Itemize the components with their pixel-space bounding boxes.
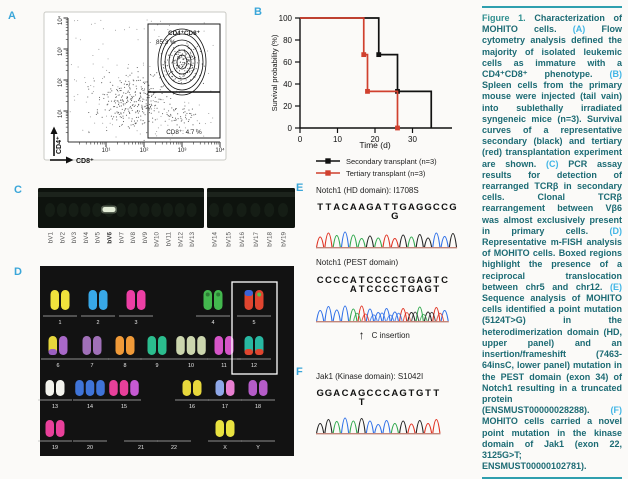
notch1-pest-chromatogram (316, 305, 449, 323)
svg-text:bV13: bV13 (189, 232, 196, 247)
svg-text:bV19: bV19 (281, 232, 288, 247)
panel-b-label: B (254, 6, 262, 18)
svg-text:bV5: bV5 (95, 232, 102, 244)
svg-text:bV9: bV9 (142, 232, 149, 244)
svg-text:10: 10 (188, 363, 194, 369)
svg-text:85.3 %: 85.3 % (156, 39, 176, 46)
svg-text:bV8: bV8 (130, 232, 137, 244)
caption-top-rule (482, 6, 622, 8)
svg-text:20: 20 (371, 135, 380, 144)
panel-e-label: E (296, 182, 304, 194)
figure-caption: Figure 1. Characterization of MOHITO cel… (482, 6, 622, 479)
survival-curve-plot: 0 20 40 60 80 100 0 10 20 30 Secondary transplant … (279, 14, 452, 178)
svg-text:2: 2 (97, 320, 100, 326)
insertion-arrow-icon: ↑ (358, 328, 365, 342)
svg-text:14: 14 (87, 404, 93, 410)
caption-text: Figure 1. Characterization of MOHITO cel… (482, 13, 623, 472)
panel-a-label: A (8, 10, 16, 22)
survival-x-axis-label: Time (d) (359, 140, 391, 150)
svg-text:bV11: bV11 (166, 232, 173, 247)
svg-text:21: 21 (138, 445, 144, 451)
svg-text:CD4⁺CD8⁺: CD4⁺CD8⁺ (168, 30, 200, 37)
svg-text:bV3: bV3 (71, 232, 78, 244)
svg-text:17: 17 (222, 404, 228, 410)
svg-text:3: 3 (135, 320, 138, 326)
svg-text:10¹: 10¹ (58, 109, 64, 118)
svg-text:10³: 10³ (178, 148, 187, 154)
svg-text:bV18: bV18 (267, 232, 274, 247)
svg-text:12: 12 (251, 363, 257, 369)
svg-text:19: 19 (52, 445, 58, 451)
jak1-title: Jak1 (Kinase domain): S1042I (316, 372, 424, 381)
svg-text:18: 18 (255, 404, 261, 410)
svg-text:5: 5 (253, 320, 256, 326)
svg-text:0: 0 (298, 135, 303, 144)
svg-text:Secondary transplant (n=3): Secondary transplant (n=3) (346, 157, 437, 166)
svg-text:bV2: bV2 (59, 232, 66, 244)
panel-f-label: F (296, 366, 303, 378)
notch1-hd-mutant-base: G (391, 211, 399, 222)
notch1-pest-title: Notch1 (PEST domain) (316, 258, 399, 267)
svg-text:bV15: bV15 (225, 232, 232, 247)
svg-text:Tertiary transplant (n=3): Tertiary transplant (n=3) (346, 169, 426, 178)
svg-text:1: 1 (59, 320, 62, 326)
svg-text:CD8⁺: CD8⁺ (76, 158, 94, 165)
svg-text:7: 7 (91, 363, 94, 369)
svg-text:13: 13 (52, 404, 58, 410)
notch1-hd-chromatogram (316, 231, 458, 249)
svg-text:20: 20 (283, 102, 292, 111)
c-insertion-annotation: C insertion (371, 331, 410, 340)
svg-text:bV16: bV16 (239, 232, 246, 247)
svg-text:10⁴: 10⁴ (215, 147, 225, 154)
svg-text:CD8⁺: 4.7 %: CD8⁺: 4.7 % (166, 129, 202, 136)
svg-text:CD4⁺: CD4⁺ (56, 136, 63, 154)
jak1-mutant-base: T (358, 397, 365, 408)
svg-text:60: 60 (283, 58, 292, 67)
svg-text:4: 4 (212, 320, 215, 326)
svg-text:9: 9 (156, 363, 159, 369)
svg-text:16: 16 (189, 404, 195, 410)
svg-text:bV12: bV12 (177, 232, 184, 247)
notch1-hd-title: Notch1 (HD domain): I1708S (316, 186, 419, 195)
svg-text:bV4: bV4 (83, 232, 90, 244)
notch1-hd-sequence: T T ACAAGA T T GAGGCCG (317, 202, 457, 213)
svg-text:20: 20 (87, 445, 93, 451)
svg-text:0: 0 (288, 124, 293, 133)
svg-text:15: 15 (121, 404, 127, 410)
svg-text:100: 100 (279, 14, 293, 23)
svg-text:bV17: bV17 (253, 232, 260, 247)
svg-text:bV6: bV6 (107, 232, 114, 244)
svg-text:6: 6 (57, 363, 60, 369)
svg-text:80: 80 (283, 36, 292, 45)
pcr-gel: bV1 bV2 bV3 bV4 bV5 bV6 bV7 bV8 bV9 bV10 bV11 bV12 b… (38, 188, 295, 247)
panel-c-label: C (14, 184, 22, 196)
svg-text:10³: 10³ (58, 47, 64, 56)
svg-text:Y: Y (256, 445, 260, 451)
panel-d-label: D (14, 266, 22, 278)
svg-text:bV14: bV14 (212, 232, 219, 247)
notch1-pest-shifted-sequence: A T CCCC T GAG T (349, 284, 440, 295)
survival-y-axis-label: Survival probability (%) (270, 34, 279, 112)
svg-text:bV7: bV7 (118, 232, 125, 244)
svg-text:10²: 10² (140, 148, 149, 154)
svg-text:40: 40 (283, 80, 292, 89)
svg-text:8: 8 (124, 363, 127, 369)
svg-text:30: 30 (408, 135, 417, 144)
svg-text:10⁴: 10⁴ (57, 15, 64, 25)
jak1-chromatogram (316, 417, 441, 435)
svg-text:bV1: bV1 (48, 232, 55, 244)
svg-text:X: X (223, 445, 227, 451)
figure-page: { "figure": { "panel_labels": {"A":"A","… (8, 6, 623, 479)
svg-text:10: 10 (333, 135, 342, 144)
svg-text:10¹: 10¹ (102, 148, 111, 154)
svg-text:11: 11 (221, 363, 227, 369)
svg-text:bV10: bV10 (154, 232, 161, 247)
svg-text:22: 22 (171, 445, 177, 451)
notch1-pest-sequence: CCCCA T CCCC T GAG T C (316, 275, 449, 286)
svg-text:10²: 10² (58, 78, 64, 87)
jak1-sequence: GGACAGCCCAG T G T T (316, 388, 440, 399)
